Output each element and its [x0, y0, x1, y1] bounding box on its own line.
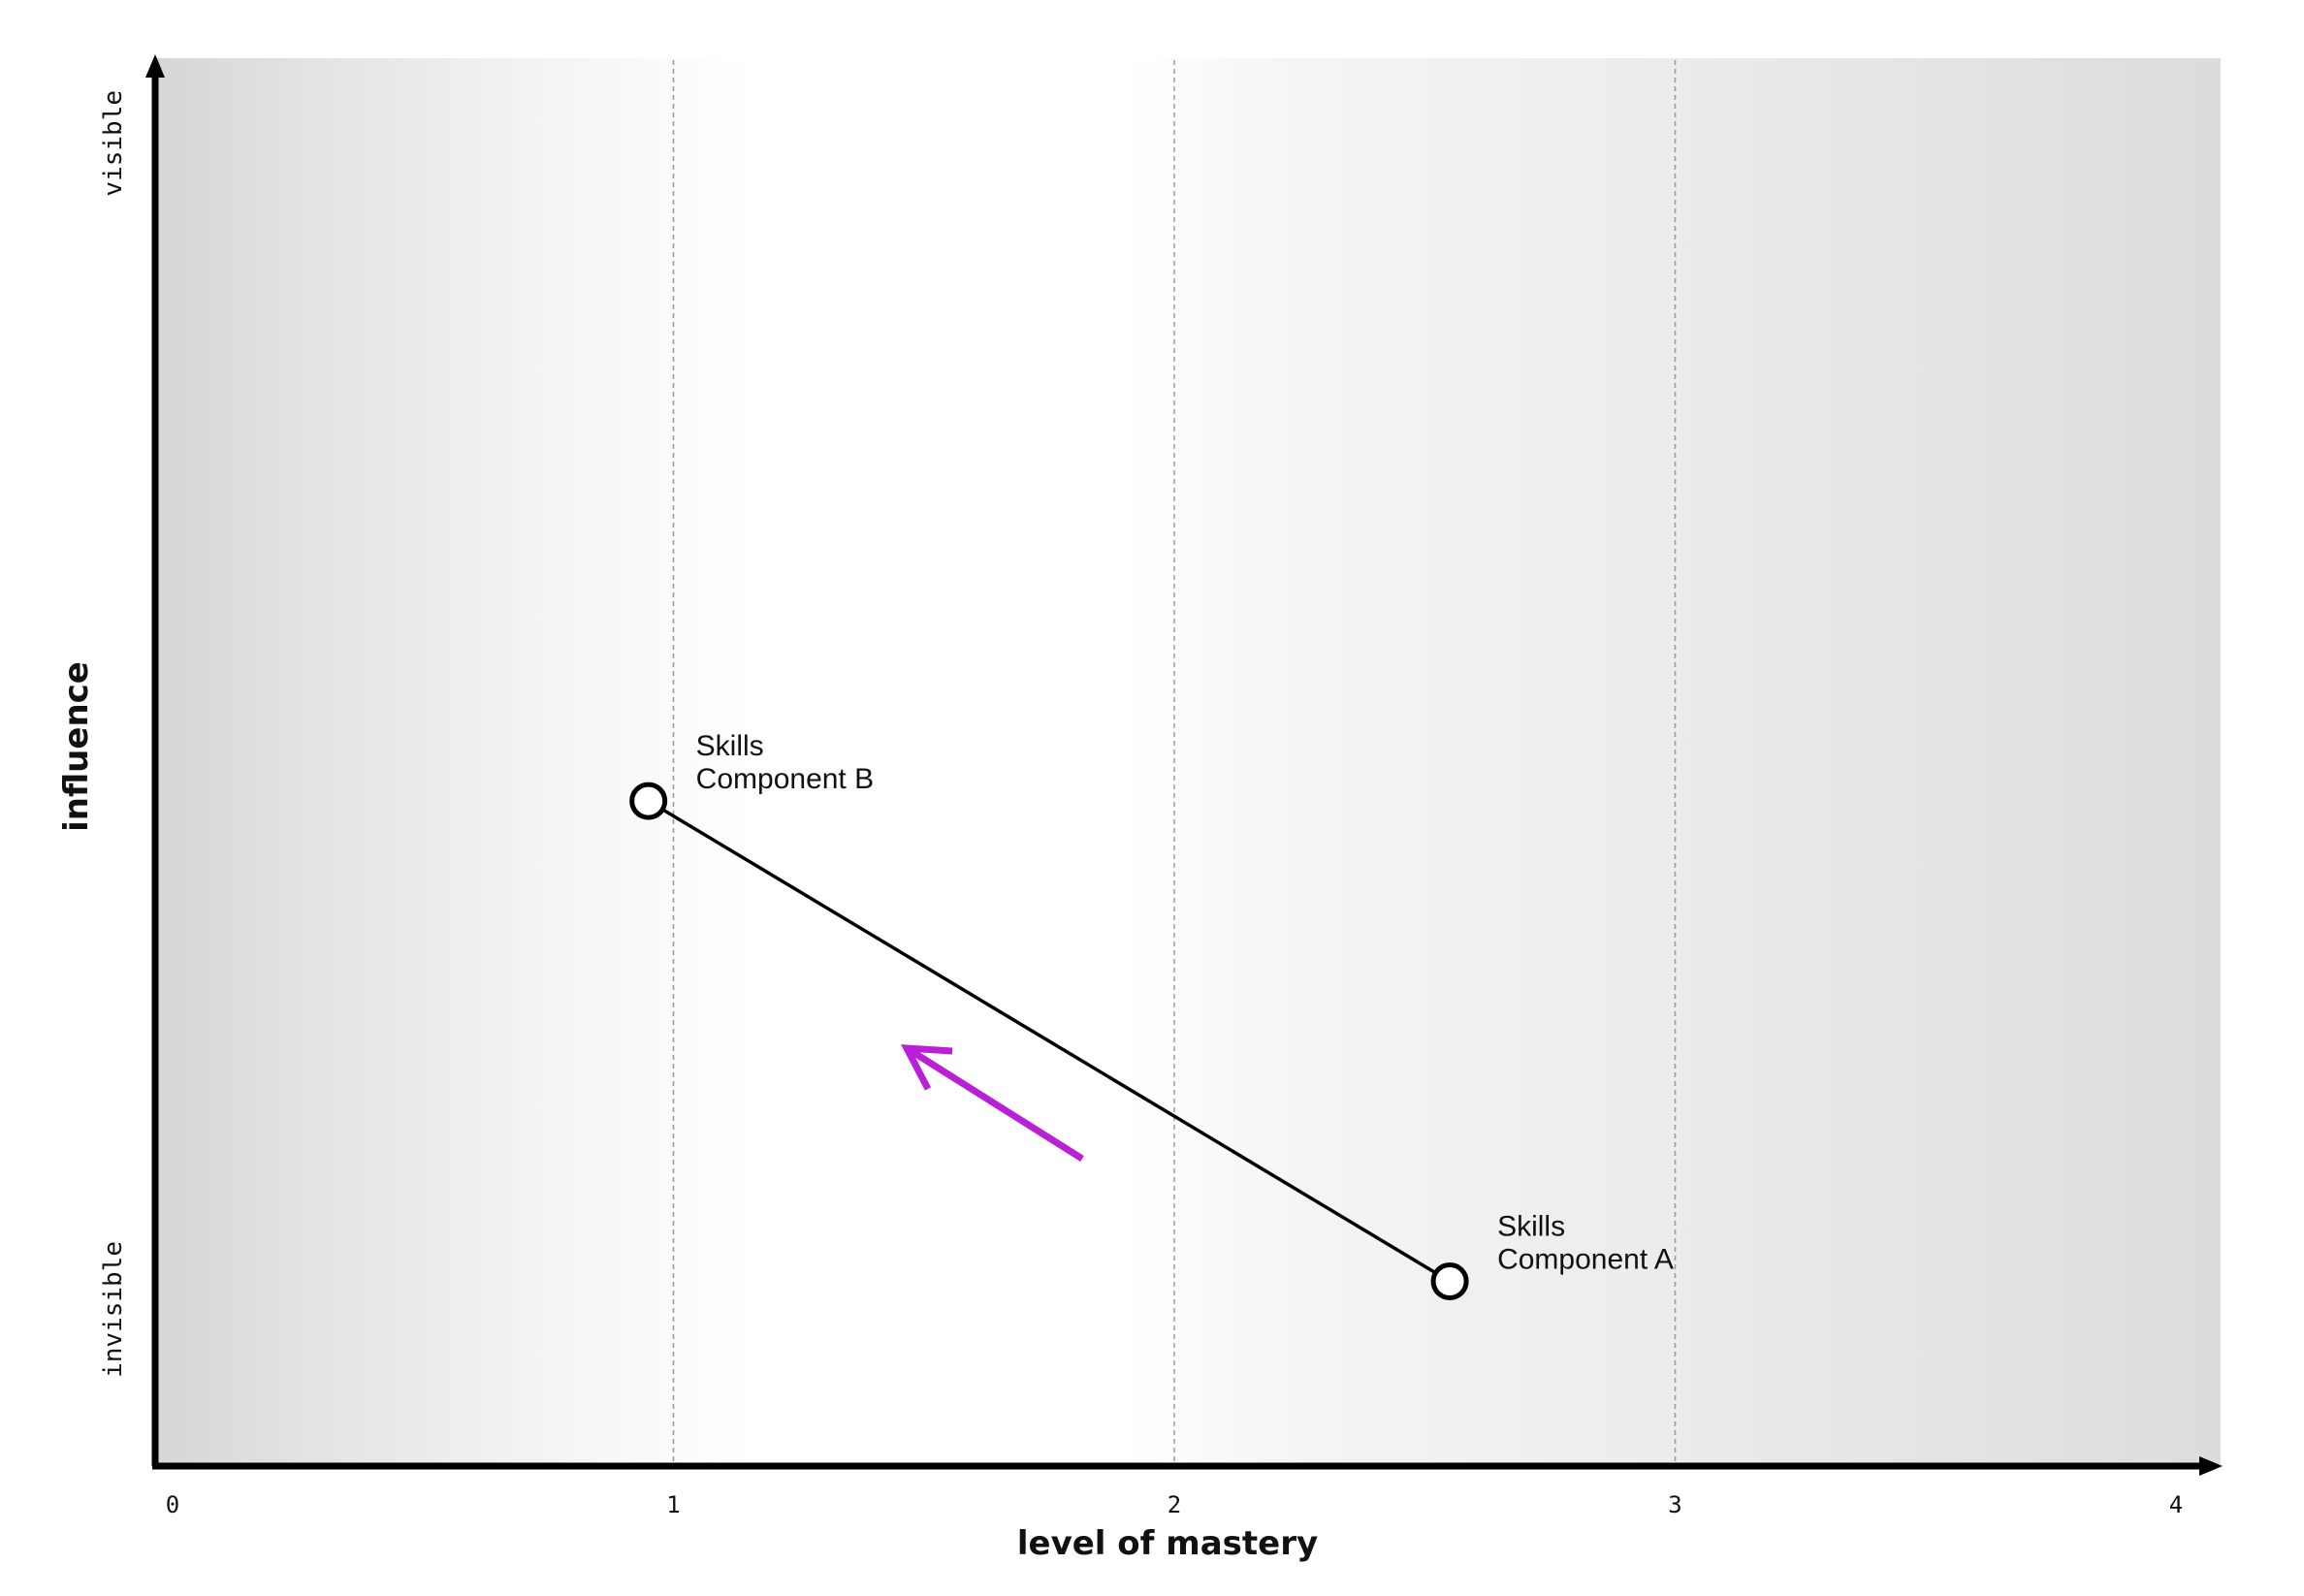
point-label-line2: Component B — [696, 763, 874, 795]
x-axis-arrowhead — [2199, 1456, 2223, 1476]
point-label-line1: Skills — [696, 730, 764, 762]
x-tick-1: 1 — [666, 1491, 680, 1518]
point-label-line1: Skills — [1497, 1210, 1565, 1242]
trend-arrow — [901, 1044, 1084, 1162]
x-tick-2: 2 — [1168, 1491, 1181, 1518]
grid-lines — [672, 60, 1677, 1462]
connector-line — [647, 799, 1451, 1283]
x-axis-title: level of mastery — [1017, 1524, 1318, 1563]
point-label: Skills Component B — [696, 730, 874, 795]
point-label: Skills Component A — [1497, 1210, 1674, 1275]
data-point-2: Skills Component B — [629, 730, 874, 820]
data-point-1: Skills Component A — [1430, 1210, 1674, 1300]
x-tick-4: 4 — [2169, 1491, 2183, 1518]
x-tick-0: 0 — [166, 1491, 179, 1518]
point-marker — [629, 782, 668, 820]
x-tick-3: 3 — [1668, 1491, 1681, 1518]
point-label-line2: Component A — [1497, 1243, 1674, 1275]
y-axis-arrowhead — [145, 54, 165, 78]
trend-arrow-shaft — [905, 1045, 1084, 1162]
trend-arrow-head — [901, 1044, 953, 1091]
y-axis-low-label: invisible — [99, 1241, 128, 1378]
plot-background — [155, 58, 2221, 1464]
point-marker — [1430, 1261, 1469, 1300]
y-axis-title: influence — [57, 661, 96, 832]
y-axis-high-label: visible — [99, 90, 128, 197]
x-tick-labels: 0 1 2 3 4 — [166, 1491, 2183, 1518]
